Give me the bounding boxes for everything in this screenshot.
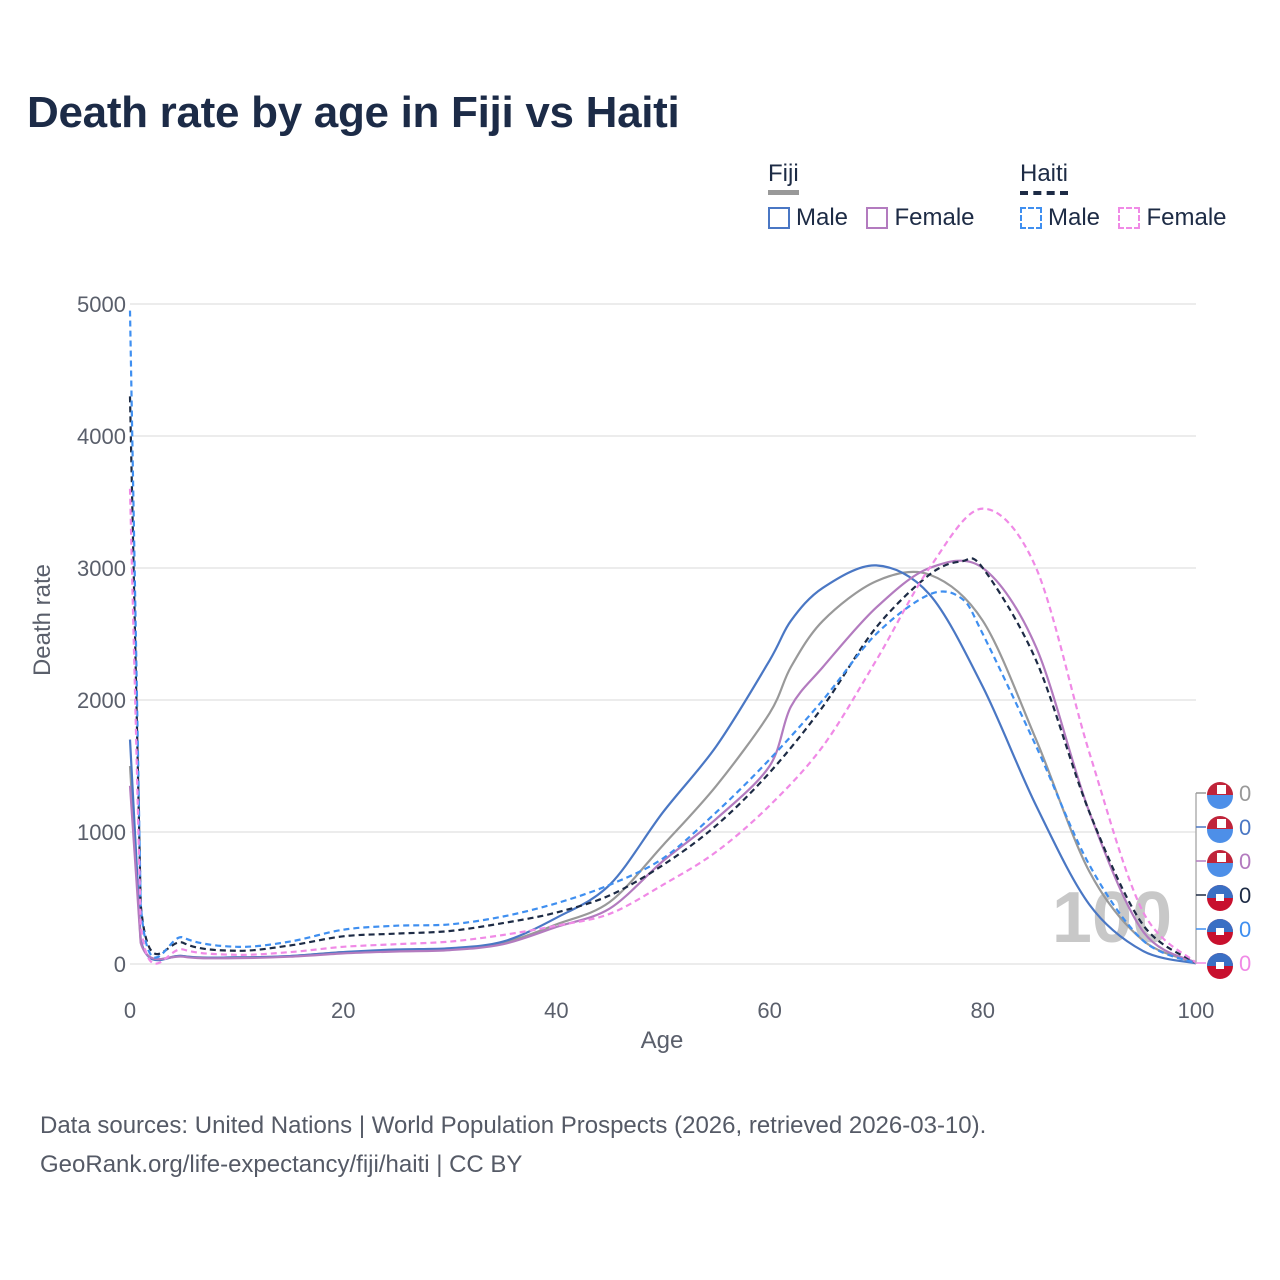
legend-item-label: Female [894, 204, 975, 231]
legend-swatch [1020, 207, 1042, 229]
y-tick-label: 4000 [77, 424, 126, 449]
end-value-label: 0 [1239, 951, 1251, 976]
legend-swatch [768, 207, 790, 229]
y-tick-label: 5000 [77, 292, 126, 317]
chart-title: Death rate by age in Fiji vs Haiti [27, 88, 680, 137]
fiji-flag-icon [1207, 850, 1233, 877]
legend-item-label: Female [1146, 204, 1227, 231]
legend-item-label: Male [796, 204, 849, 231]
legend: Fiji Male Female Haiti Male [760, 160, 1260, 240]
haiti-flag-icon [1207, 919, 1233, 945]
haiti-flag-emblem [1216, 928, 1224, 935]
x-tick-label: 100 [1178, 998, 1215, 1023]
legend-swatch [1118, 207, 1141, 229]
end-markers: 0 0 0 0 0 0 [1195, 781, 1251, 979]
legend-swatch [866, 207, 889, 229]
fiji-flag-icon [1207, 816, 1233, 843]
fiji-flag-shield [1217, 785, 1226, 794]
haiti-flag-icon [1207, 885, 1233, 911]
legend-item-fiji-female[interactable]: Female [866, 204, 975, 232]
y-axis-label: Death rate [29, 564, 56, 676]
age-overlay-label: 100 [1052, 878, 1172, 958]
footer-credit[interactable]: GeoRank.org/life-expectancy/fiji/haiti |… [40, 1151, 523, 1178]
x-tick-label: 60 [757, 998, 781, 1023]
y-tick-label: 2000 [77, 688, 126, 713]
fiji-flag-shield [1217, 819, 1226, 828]
x-tick-label: 0 [124, 998, 136, 1023]
end-value-label: 0 [1239, 917, 1251, 942]
haiti-flag-emblem [1216, 962, 1224, 969]
haiti-flag-top [1207, 953, 1233, 966]
series-line-fiji-total[interactable] [128, 570, 1197, 964]
end-value-label: 0 [1239, 781, 1251, 806]
legend-item-haiti-female[interactable]: Female [1118, 204, 1227, 232]
gridlines [130, 303, 1196, 965]
legend-group-line-haiti [1020, 191, 1069, 195]
fiji-flag-shield [1217, 853, 1226, 862]
end-value-label: 0 [1239, 883, 1251, 908]
legend-item-haiti-male[interactable]: Male [1020, 204, 1100, 232]
y-axis-ticks: 0 1000 2000 3000 4000 5000 [77, 292, 126, 977]
legend-group-title: Haiti [1020, 160, 1069, 195]
y-tick-label: 1000 [77, 820, 126, 845]
end-value-label: 0 [1239, 815, 1251, 840]
haiti-flag-top [1207, 885, 1233, 898]
series-lines [128, 310, 1197, 965]
fiji-flag-icon [1207, 782, 1233, 809]
y-tick-label: 0 [114, 952, 126, 977]
legend-item-fiji-male[interactable]: Male [768, 204, 848, 232]
y-tick-label: 3000 [77, 556, 126, 581]
haiti-flag-top [1207, 919, 1233, 932]
x-axis-label: Age [641, 1027, 684, 1054]
legend-group-haiti: Haiti Male Female [1020, 160, 1227, 231]
series-line-fiji-male[interactable] [128, 564, 1197, 965]
haiti-flag-icon [1207, 953, 1233, 979]
series-line-haiti-total[interactable] [128, 396, 1197, 964]
haiti-flag-emblem [1216, 894, 1224, 901]
series-line-haiti-male[interactable] [128, 310, 1197, 965]
footer-sources: Data sources: United Nations | World Pop… [40, 1112, 987, 1139]
x-axis-ticks: 0 20 40 60 80 100 [124, 998, 1214, 1023]
legend-group-line-fiji [768, 190, 799, 195]
legend-group-title: Fiji [768, 160, 799, 195]
legend-item-label: Male [1048, 204, 1101, 231]
series-line-fiji-female[interactable] [128, 559, 1197, 964]
footer: Data sources: United Nations | World Pop… [40, 1106, 986, 1184]
end-value-label: 0 [1239, 849, 1251, 874]
series-line-haiti-female[interactable] [128, 488, 1197, 965]
legend-group-name-fiji: Fiji [768, 160, 799, 187]
legend-group-name-haiti: Haiti [1020, 160, 1069, 187]
x-tick-label: 40 [544, 998, 568, 1023]
x-tick-label: 20 [331, 998, 355, 1023]
legend-group-fiji: Fiji Male Female [768, 160, 975, 231]
x-tick-label: 80 [971, 998, 995, 1023]
